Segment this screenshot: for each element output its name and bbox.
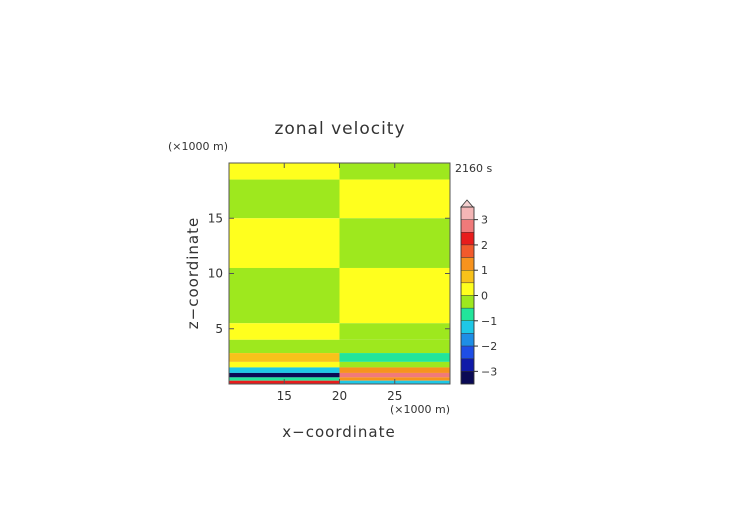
x-axis-label: x−coordinate bbox=[282, 423, 395, 441]
field-band-right-7 bbox=[339, 361, 450, 368]
colorbar-cell bbox=[460, 307, 475, 321]
colorbar-tick-label: −1 bbox=[481, 315, 497, 328]
colorbar-cell bbox=[460, 257, 475, 271]
time-label: 2160 s bbox=[455, 162, 492, 175]
field-band-right-3 bbox=[339, 267, 450, 324]
y-tick-label: 15 bbox=[208, 211, 223, 225]
colorbar-tick-label: 2 bbox=[481, 239, 488, 252]
colorbar-cell bbox=[460, 270, 475, 284]
colorbar-tick-label: 1 bbox=[481, 264, 488, 277]
field-band-left-7 bbox=[229, 361, 340, 368]
x-tick-label: 15 bbox=[277, 389, 292, 403]
colorbar-cell bbox=[460, 232, 475, 246]
colorbar-cell bbox=[460, 219, 475, 233]
field-band-left-4 bbox=[229, 323, 340, 340]
field-band-right-8 bbox=[339, 367, 450, 373]
y-tick-label: 5 bbox=[215, 322, 223, 336]
colorbar-cell bbox=[460, 320, 475, 334]
field-band-left-3 bbox=[229, 267, 340, 324]
field-band-right-5 bbox=[339, 339, 450, 354]
colorbar-cell bbox=[460, 358, 475, 372]
field-band-right-4 bbox=[339, 323, 450, 340]
field-band-left-8 bbox=[229, 367, 340, 373]
field-band-right-6 bbox=[339, 353, 450, 362]
colorbar-cell bbox=[460, 295, 475, 309]
field-band-right-1 bbox=[339, 179, 450, 219]
colorbar-tick-label: 0 bbox=[481, 290, 488, 303]
colorbar-cell bbox=[460, 333, 475, 347]
field-band-right-0 bbox=[339, 163, 450, 180]
field-band-left-0 bbox=[229, 163, 340, 180]
colorbar-tick-label: 3 bbox=[481, 214, 488, 227]
y-tick-label: 10 bbox=[208, 267, 223, 281]
y-axis-label: z−coordinate bbox=[184, 217, 202, 329]
x-unit-label: (×1000 m) bbox=[390, 403, 450, 416]
colorbar: 3 2 1 0 −1 −2 −3 bbox=[460, 199, 497, 385]
field-band-right-9 bbox=[339, 372, 450, 378]
field-band-right-2 bbox=[339, 218, 450, 268]
chart-title: zonal velocity bbox=[274, 119, 405, 139]
colorbar-cell bbox=[460, 345, 475, 359]
field-band-left-9 bbox=[229, 372, 340, 378]
colorbar-tick-label: −3 bbox=[481, 365, 497, 378]
y-unit-label: (×1000 m) bbox=[168, 140, 228, 153]
plot-area: 15 20 25 5 10 15 bbox=[208, 162, 451, 403]
colorbar-cell bbox=[460, 244, 475, 258]
field-band-left-6 bbox=[229, 353, 340, 362]
colorbar-overflow-triangle bbox=[460, 199, 474, 208]
colorbar-cell bbox=[460, 282, 475, 296]
field-band-left-1 bbox=[229, 179, 340, 219]
x-tick-label: 20 bbox=[332, 389, 347, 403]
colorbar-tick-label: −2 bbox=[481, 340, 497, 353]
colorbar-cell bbox=[460, 371, 475, 385]
x-tick-label: 25 bbox=[387, 389, 402, 403]
field-band-left-2 bbox=[229, 218, 340, 268]
colorbar-cell bbox=[460, 206, 475, 220]
field-band-left-5 bbox=[229, 339, 340, 354]
